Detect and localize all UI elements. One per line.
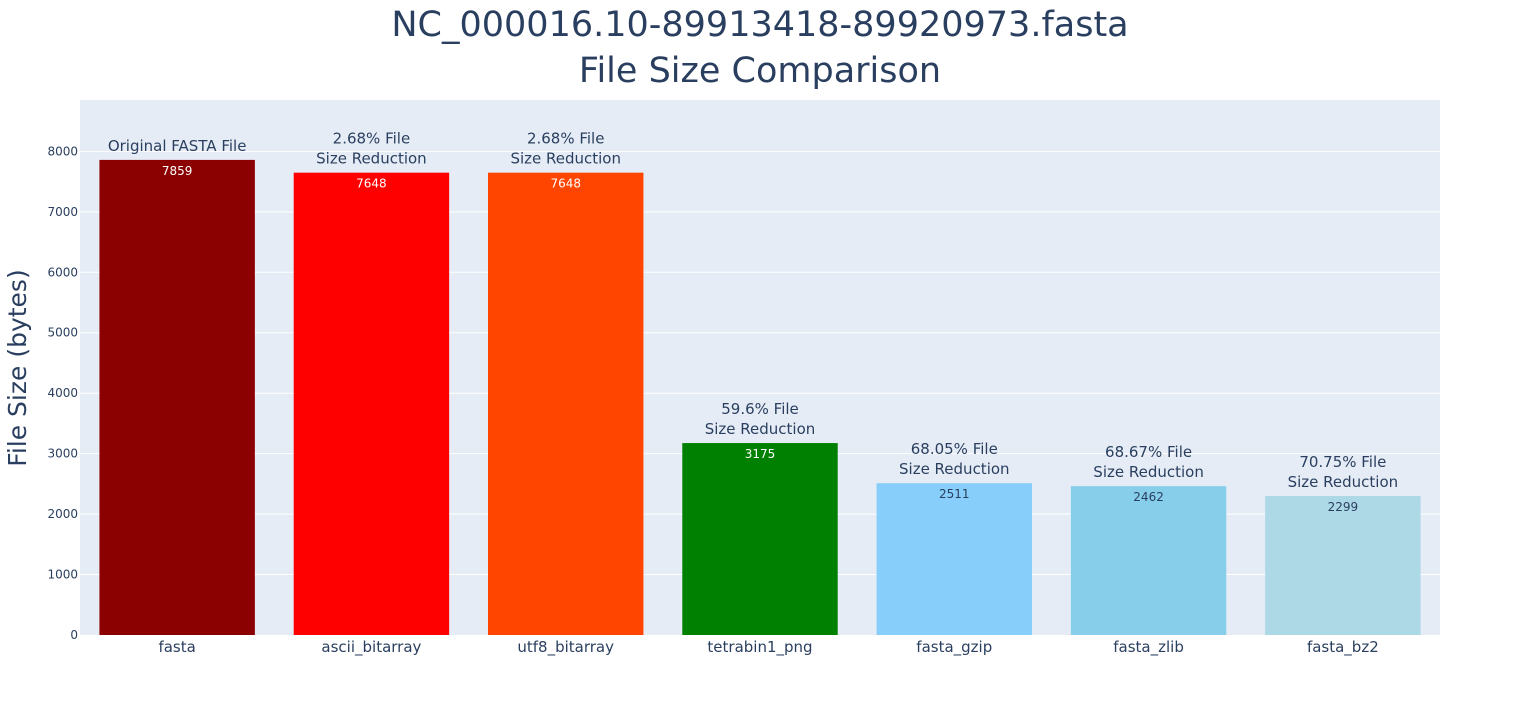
y-tick-label: 8000 [47,144,78,158]
bar-annotation: 68.67% File [1105,443,1192,461]
y-tick-label: 1000 [47,568,78,582]
bar-value-label: 7859 [162,164,193,178]
bar-fasta_bz2 [1265,496,1421,635]
bar-utf8_bitarray [488,172,644,636]
y-tick-label: 3000 [47,447,78,461]
bar-annotation: Size Reduction [510,150,621,168]
x-tick-label: utf8_bitarray [517,638,614,657]
bar-value-label: 7648 [550,177,581,191]
bar-value-label: 2299 [1328,500,1359,514]
bar-ascii_bitarray [293,172,450,636]
x-tick-label: fasta_gzip [916,638,992,657]
x-tick-label: fasta [158,638,195,656]
bar-fasta_zlib [1070,486,1227,635]
bar-annotation: Size Reduction [705,420,816,438]
y-tick-label: 0 [70,628,78,642]
bar-annotation: Size Reduction [1288,473,1399,491]
bar-annotation: Original FASTA File [108,137,247,155]
bar-annotation: Size Reduction [899,460,1010,478]
y-tick-label: 6000 [47,265,78,279]
bar-annotation: 2.68% File [333,130,411,148]
x-tick-label: fasta_bz2 [1307,638,1379,657]
bar-annotation: 2.68% File [527,130,605,148]
bar-fasta_gzip [876,483,1032,635]
bar-annotation: 70.75% File [1299,453,1386,471]
bar-annotation: 68.05% File [911,440,998,458]
bar-fasta [99,159,255,636]
bar-value-label: 7648 [356,177,387,191]
y-axis-label: File Size (bytes) [3,269,32,466]
y-tick-label: 2000 [47,507,78,521]
y-tick-label: 4000 [47,386,78,400]
x-axis-ticks: fasta ascii_bitarray utf8_bitarray tetrabin… [158,638,1378,657]
bar-value-label: 2511 [939,487,970,501]
chart-title: NC_000016.10-89913418-89920973.fasta Fil… [0,2,1520,94]
y-tick-label: 7000 [47,205,78,219]
bar-annotation: 59.6% File [721,400,799,418]
annotations: Original FASTA File 2.68% File Size Reduct… [108,130,1398,491]
bar-annotation: Size Reduction [1093,463,1204,481]
x-tick-label: ascii_bitarray [321,638,421,657]
x-tick-label: tetrabin1_png [707,638,812,657]
y-tick-label: 5000 [47,326,78,340]
x-tick-label: fasta_zlib [1113,638,1184,657]
bar-value-label: 2462 [1133,490,1164,504]
bar-annotation: Size Reduction [316,150,427,168]
y-axis-ticks: 0 1000 2000 3000 4000 5000 6000 7000 8000 [47,144,78,642]
bar-tetrabin1_png [682,443,838,635]
bars: 7859 7648 7648 3175 2511 2462 2299 [99,159,1421,636]
chart-title-line-2: File Size Comparison [578,51,942,91]
bar-value-label: 3175 [745,447,776,461]
chart-title-line-1: NC_000016.10-89913418-89920973.fasta [391,5,1129,45]
